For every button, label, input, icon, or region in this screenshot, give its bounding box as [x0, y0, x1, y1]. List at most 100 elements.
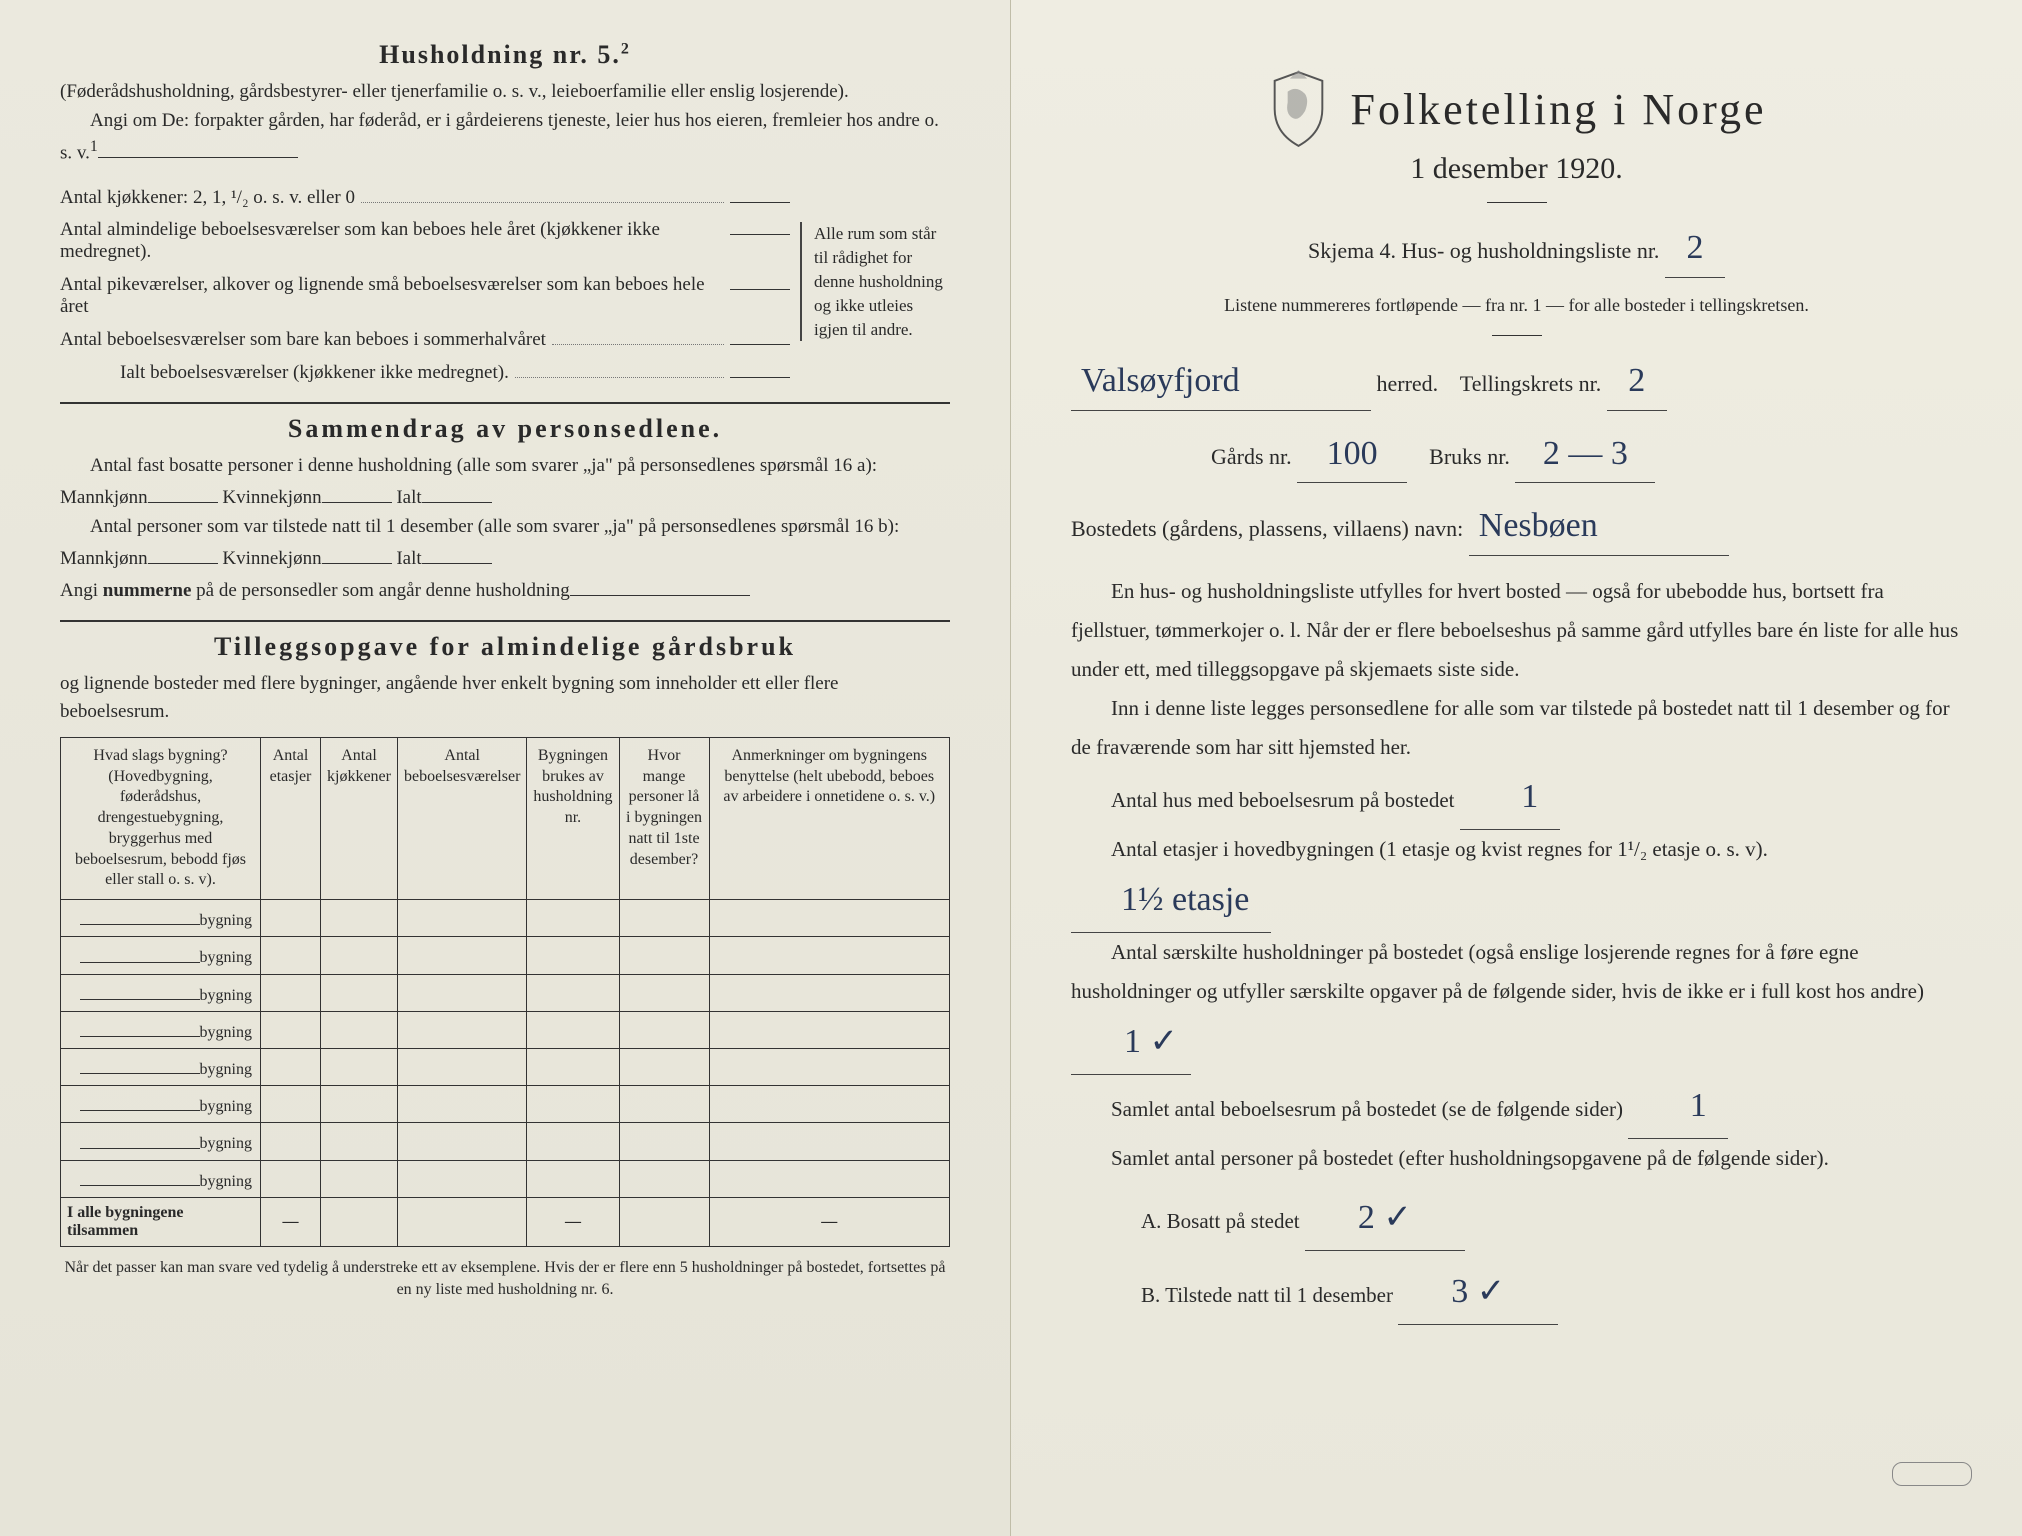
skjema-text: Skjema 4. Hus- og husholdningsliste nr.	[1308, 238, 1659, 263]
th-c3: Antal kjøkkener	[321, 737, 398, 900]
line3-bold: nummerne	[103, 580, 192, 601]
bygning-cell: bygning	[61, 1160, 261, 1197]
divider-2	[60, 620, 950, 622]
gards-line: Gårds nr. 100 Bruks nr. 2 — 3	[1211, 425, 1962, 484]
A-value: 2 ✓	[1305, 1187, 1465, 1251]
herred-label: herred.	[1377, 371, 1439, 396]
body-text: En hus- og husholdningsliste utfylles fo…	[1071, 572, 1962, 1325]
beboelsesrum-line: Samlet antal beboelsesrum på bostedet (s…	[1071, 1075, 1962, 1139]
skjema-line: Skjema 4. Hus- og husholdningsliste nr. …	[1071, 219, 1962, 278]
A-label: A. Bosatt på stedet	[1141, 1209, 1300, 1233]
table-row: bygning	[61, 1086, 950, 1123]
rooms-row-4-label: Ialt beboelsesværelser (kjøkkener ikke m…	[120, 362, 509, 384]
bruks-label: Bruks nr.	[1429, 444, 1510, 469]
kvinne-blank-1	[322, 480, 392, 503]
item-A: A. Bosatt på stedet 2 ✓	[1141, 1187, 1962, 1251]
B-label: B. Tilstede natt til 1 desember	[1141, 1283, 1393, 1307]
table-row: bygning	[61, 1160, 950, 1197]
item-B: B. Tilstede natt til 1 desember 3 ✓	[1141, 1261, 1962, 1325]
table-head: Hvad slags bygning? (Hovedbygning, føder…	[61, 737, 950, 900]
bygning-cell: bygning	[61, 1123, 261, 1160]
divider-1	[60, 402, 950, 404]
rooms-row-1-label: Antal almindelige beboelsesværelser som …	[60, 219, 718, 263]
table-row: bygning	[61, 1049, 950, 1086]
gards-label: Gårds nr.	[1211, 444, 1292, 469]
antal-hus-label: Antal hus med beboelsesrum på bostedet	[1111, 788, 1455, 812]
mann-blank-2	[148, 541, 218, 564]
ialt-blank-2	[422, 541, 492, 564]
para2: Inn i denne liste legges personsedlene f…	[1071, 689, 1962, 767]
th-c4: Antal beboelsesværelser	[397, 737, 526, 900]
antal-hus-value: 1	[1460, 766, 1560, 830]
beboelsesrum-value: 1	[1628, 1075, 1728, 1139]
line3-rest: på de personsedler som angår denne husho…	[196, 580, 570, 601]
rooms-row-4: Ialt beboelsesværelser (kjøkkener ikke m…	[60, 355, 790, 384]
husholdning-angi: Angi om De: forpakter gården, har føderå…	[60, 107, 950, 168]
antal-hus-line: Antal hus med beboelsesrum på bostedet 1	[1071, 766, 1962, 830]
rooms-row-2: Antal pikeværelser, alkover og lignende …	[60, 267, 790, 318]
skjema-nr: 2	[1665, 219, 1725, 278]
right-page: Folketelling i Norge 1 desember 1920. Sk…	[1011, 0, 2022, 1536]
rooms-row-0-label: Antal kjøkkener: 2, 1, ¹/₂ o. s. v. elle…	[60, 187, 355, 209]
kvinne-label-1: Kvinnekjønn	[222, 487, 321, 508]
para1: En hus- og husholdningsliste utfylles fo…	[1071, 572, 1962, 689]
rooms-row-1-blank	[730, 213, 790, 236]
rooms-lines: Antal kjøkkener: 2, 1, ¹/₂ o. s. v. elle…	[60, 176, 790, 388]
table-row: bygning	[61, 1011, 950, 1048]
sammendrag-line2: Antal personer som var tilstede natt til…	[60, 513, 950, 574]
rooms-row-0-blank	[730, 180, 790, 203]
listen-line: Listene nummereres fortløpende — fra nr.…	[1071, 292, 1962, 319]
husholdning-title: Husholdning nr. 5.2	[60, 40, 950, 70]
sammendrag-title: Sammendrag av personsedlene.	[60, 414, 950, 444]
husholdninger-value: 1 ✓	[1071, 1011, 1191, 1075]
husholdning-superscript: 2	[621, 40, 631, 57]
bosted-line: Bostedets (gårdens, plassens, villaens) …	[1071, 497, 1962, 556]
husholdning-title-text: Husholdning nr. 5.	[379, 40, 621, 69]
total-label: I alle bygningene tilsammen	[61, 1197, 261, 1246]
bruks-nr: 2 — 3	[1515, 425, 1655, 484]
gards-nr: 100	[1297, 425, 1407, 484]
ialt-blank-1	[422, 480, 492, 503]
header: Folketelling i Norge 1 desember 1920.	[1071, 70, 1962, 203]
angi-blank	[98, 136, 298, 159]
th-c1: Hvad slags bygning? (Hovedbygning, føder…	[61, 737, 261, 900]
th-c7: Anmerkninger om bygningens benyttelse (h…	[709, 737, 950, 900]
rooms-row-4-fill	[515, 359, 724, 378]
rooms-row-3-label: Antal beboelsesværelser som bare kan beb…	[60, 329, 546, 351]
table-row: bygning	[61, 900, 950, 937]
personer-line: Samlet antal personer på bostedet (efter…	[1071, 1139, 1962, 1178]
line3-prefix: Angi	[60, 580, 98, 601]
angi-sup: 1	[90, 138, 98, 155]
table-row: bygning	[61, 937, 950, 974]
th-c6: Hvor mange personer lå i bygningen natt …	[619, 737, 709, 900]
rooms-row-2-blank	[730, 267, 790, 290]
left-page: Husholdning nr. 5.2 (Føderådshusholdning…	[0, 0, 1011, 1536]
etasjer-value: 1½ etasje	[1071, 869, 1271, 933]
tellingskrets-label: Tellingskrets nr.	[1460, 371, 1601, 396]
bygning-cell: bygning	[61, 1086, 261, 1123]
bosted-label: Bostedets (gårdens, plassens, villaens) …	[1071, 516, 1463, 541]
rooms-row-1: Antal almindelige beboelsesværelser som …	[60, 213, 790, 264]
mann-blank-1	[148, 480, 218, 503]
ialt-label-1: Ialt	[396, 487, 421, 508]
rooms-row-3-fill	[552, 326, 724, 345]
divider-short-2	[1492, 335, 1542, 336]
ialt-label-2: Ialt	[396, 548, 421, 569]
rooms-row-0: Antal kjøkkener: 2, 1, ¹/₂ o. s. v. elle…	[60, 180, 790, 209]
tillegg-sub: og lignende bosteder med flere bygninger…	[60, 670, 950, 727]
th-c2: Antal etasjer	[261, 737, 321, 900]
divider-short-1	[1487, 202, 1547, 203]
husholdning-intro: (Føderådshusholdning, gårdsbestyrer- ell…	[60, 78, 950, 107]
B-value: 3 ✓	[1398, 1261, 1558, 1325]
bygning-table: Hvad slags bygning? (Hovedbygning, føder…	[60, 737, 950, 1247]
table-row: bygning	[61, 1123, 950, 1160]
footnote: Når det passer kan man svare ved tydelig…	[60, 1257, 950, 1302]
etasjer-label: Antal etasjer i hovedbygningen (1 etasje…	[1111, 837, 1768, 861]
rooms-row-0-fill	[361, 184, 724, 203]
bygning-cell: bygning	[61, 900, 261, 937]
rooms-block: Antal kjøkkener: 2, 1, ¹/₂ o. s. v. elle…	[60, 176, 950, 388]
kvinne-label-2: Kvinnekjønn	[222, 548, 321, 569]
husholdninger-label: Antal særskilte husholdninger på bostede…	[1071, 940, 1924, 1003]
brace-text: Alle rum som står til rådighet for denne…	[800, 222, 950, 341]
sammendrag-line1: Antal fast bosatte personer i denne hush…	[60, 452, 950, 513]
